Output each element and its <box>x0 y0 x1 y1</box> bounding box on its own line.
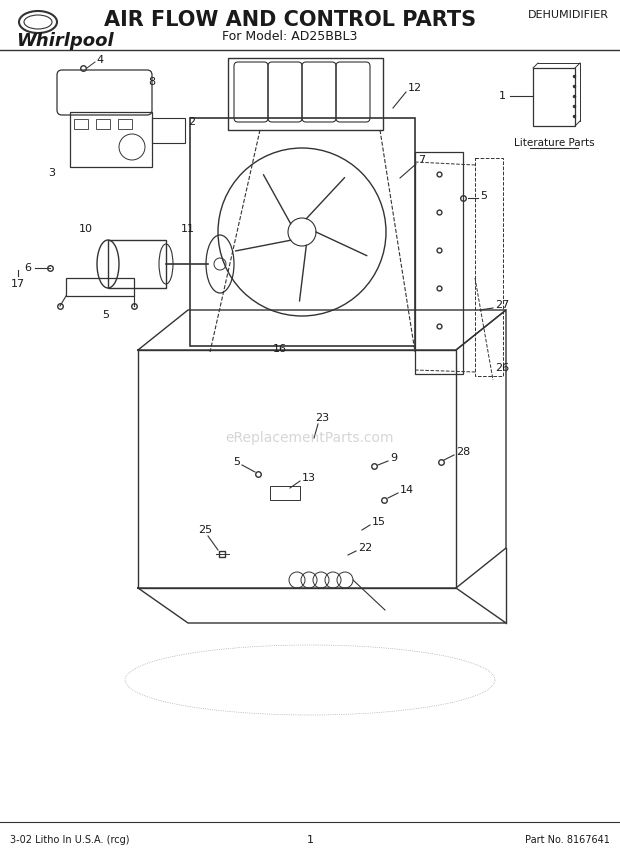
Text: 4: 4 <box>96 55 103 65</box>
Text: Whirlpool: Whirlpool <box>16 32 114 50</box>
Text: 11: 11 <box>181 224 195 234</box>
Text: 5: 5 <box>233 457 240 467</box>
Bar <box>228 58 383 130</box>
Bar <box>66 278 134 296</box>
Bar <box>533 68 575 126</box>
Text: 6: 6 <box>25 263 32 273</box>
Text: 28: 28 <box>456 447 470 457</box>
Bar <box>74 119 88 129</box>
Text: 5: 5 <box>102 310 110 320</box>
Bar <box>270 486 300 500</box>
Bar <box>152 118 185 143</box>
Text: 5: 5 <box>480 191 487 201</box>
Bar <box>190 118 415 346</box>
Text: 16: 16 <box>273 344 287 354</box>
Text: 22: 22 <box>358 543 372 553</box>
Text: 8: 8 <box>148 77 155 87</box>
Text: 3: 3 <box>48 168 56 178</box>
Bar <box>96 119 110 129</box>
Text: Part No. 8167641: Part No. 8167641 <box>525 835 610 845</box>
Text: 9: 9 <box>390 453 397 463</box>
Bar <box>138 350 456 588</box>
Text: 1: 1 <box>499 91 506 101</box>
Text: For Model: AD25BBL3: For Model: AD25BBL3 <box>223 30 358 43</box>
Bar <box>108 240 166 288</box>
Text: 14: 14 <box>400 485 414 495</box>
Text: 25: 25 <box>198 525 212 535</box>
Text: 23: 23 <box>315 413 329 423</box>
Text: Literature Parts: Literature Parts <box>514 138 595 148</box>
Text: eReplacementParts.com: eReplacementParts.com <box>226 431 394 445</box>
Text: 10: 10 <box>79 224 93 234</box>
Bar <box>70 112 152 167</box>
Text: 3-02 Litho In U.S.A. (rcg): 3-02 Litho In U.S.A. (rcg) <box>10 835 130 845</box>
Text: 15: 15 <box>372 517 386 527</box>
Text: 1: 1 <box>306 835 314 845</box>
Bar <box>118 119 132 129</box>
Text: 17: 17 <box>11 279 25 289</box>
Text: AIR FLOW AND CONTROL PARTS: AIR FLOW AND CONTROL PARTS <box>104 10 476 30</box>
Text: 27: 27 <box>495 300 509 310</box>
Text: 12: 12 <box>408 83 422 93</box>
Bar <box>415 152 463 374</box>
Text: 7: 7 <box>418 155 425 165</box>
Text: 13: 13 <box>302 473 316 483</box>
Bar <box>475 158 503 376</box>
Text: DEHUMIDIFIER: DEHUMIDIFIER <box>528 10 608 20</box>
Text: 2: 2 <box>188 117 195 127</box>
Text: 26: 26 <box>495 363 509 373</box>
